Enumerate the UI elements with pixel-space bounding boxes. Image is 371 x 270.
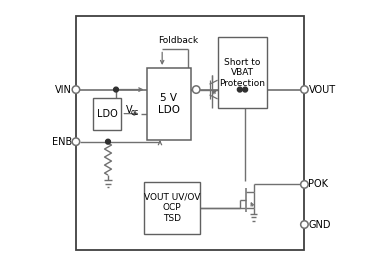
Circle shape <box>72 138 80 146</box>
Circle shape <box>301 221 308 228</box>
Circle shape <box>72 86 80 93</box>
Text: VOUT UV/OV
OCP
TSD: VOUT UV/OV OCP TSD <box>144 193 200 223</box>
Circle shape <box>106 139 111 144</box>
Text: V: V <box>126 105 133 115</box>
Circle shape <box>193 86 200 93</box>
Circle shape <box>114 87 118 92</box>
Circle shape <box>301 86 308 93</box>
Text: cc: cc <box>131 108 139 117</box>
Text: LDO: LDO <box>97 109 118 119</box>
Text: GND: GND <box>308 220 331 230</box>
FancyBboxPatch shape <box>144 182 200 234</box>
Text: Foldback: Foldback <box>158 36 198 45</box>
Circle shape <box>301 181 308 188</box>
Text: POK: POK <box>308 180 328 190</box>
FancyBboxPatch shape <box>217 38 267 108</box>
Text: ENB: ENB <box>52 137 72 147</box>
Text: VIN: VIN <box>55 85 72 94</box>
Circle shape <box>237 87 242 92</box>
FancyBboxPatch shape <box>76 16 305 250</box>
Text: 5 V
LDO: 5 V LDO <box>158 93 180 115</box>
Text: VOUT: VOUT <box>308 85 335 94</box>
FancyBboxPatch shape <box>147 68 191 140</box>
Circle shape <box>243 87 247 92</box>
Text: Short to
VBAT
Protection: Short to VBAT Protection <box>219 58 265 88</box>
FancyBboxPatch shape <box>93 97 121 130</box>
